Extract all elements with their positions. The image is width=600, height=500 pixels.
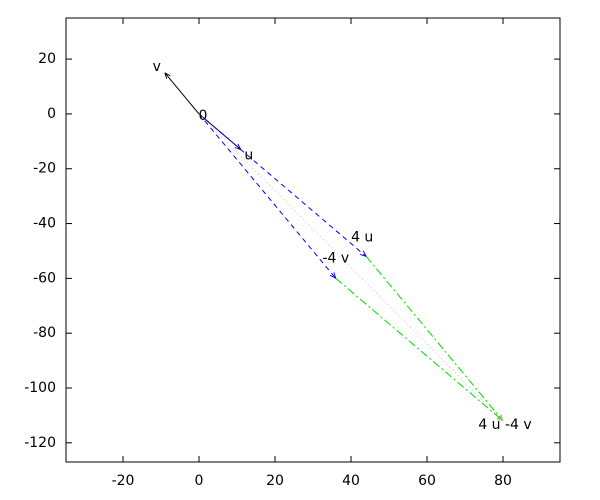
y-tick-label: -40 (33, 216, 56, 232)
x-tick-label: 80 (494, 473, 512, 489)
vector-arrow (198, 113, 336, 278)
vector-arrow (365, 256, 503, 420)
plot-frame (65, 17, 561, 463)
vector-arrow (335, 277, 503, 421)
point-label: -4 v (322, 250, 349, 266)
point-label: u (244, 148, 253, 164)
vector-arrow (198, 113, 366, 257)
y-tick-label: -120 (24, 435, 56, 451)
y-tick-label: -80 (33, 325, 56, 341)
x-tick-label: 0 (195, 473, 204, 489)
vector-arrow (165, 73, 200, 115)
point-label: v (153, 59, 161, 75)
x-tick-label: 40 (342, 473, 360, 489)
y-tick-label: -100 (24, 380, 56, 396)
vector-arrow (198, 113, 503, 421)
point-label: 0 (199, 108, 208, 124)
x-tick-label: 20 (266, 473, 284, 489)
x-tick-label: 60 (418, 473, 436, 489)
point-label: 4 u (351, 229, 373, 245)
y-tick-label: 0 (47, 106, 56, 122)
y-tick-label: 20 (38, 51, 56, 67)
y-tick-label: -20 (33, 161, 56, 177)
x-tick-label: -20 (112, 473, 135, 489)
y-tick-label: -60 (33, 270, 56, 286)
point-label: 4 u -4 v (478, 417, 531, 433)
